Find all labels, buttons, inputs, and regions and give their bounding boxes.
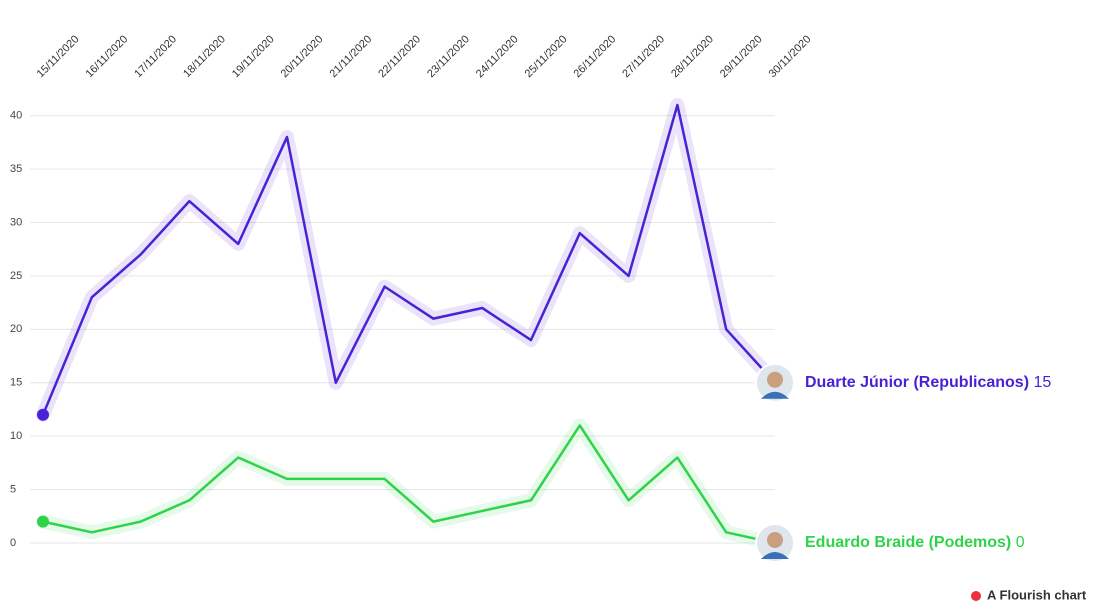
y-tick-label: 35 [10, 163, 22, 175]
y-tick-label: 10 [10, 430, 22, 442]
end-label: Eduardo Braide (Podemos) 0 [805, 534, 1025, 551]
x-tick-label: 30/11/2020 [767, 33, 814, 80]
flourish-logo [971, 591, 981, 601]
x-tick-label: 16/11/2020 [83, 33, 130, 80]
line [42, 424, 776, 545]
x-tick-label: 17/11/2020 [132, 33, 179, 80]
x-tick-label: 21/11/2020 [327, 33, 374, 80]
x-tick-label: 19/11/2020 [230, 33, 277, 80]
x-tick-label: 27/11/2020 [620, 33, 667, 80]
x-tick-label: 15/11/2020 [35, 33, 82, 80]
avatar-face [767, 371, 783, 388]
y-tick-label: 25 [10, 270, 22, 282]
end-value: 15 [1033, 374, 1051, 391]
x-tick-label: 25/11/2020 [523, 33, 570, 80]
series-name: Duarte Júnior (Republicanos) [805, 374, 1029, 391]
x-tick-label: 29/11/2020 [718, 33, 765, 80]
start-dot [37, 408, 49, 421]
y-tick-label: 15 [10, 377, 22, 389]
end-label: Duarte Júnior (Republicanos) 15 [805, 374, 1051, 391]
line-glow [36, 418, 782, 550]
series-name: Eduardo Braide (Podemos) [805, 534, 1011, 551]
x-tick-label: 20/11/2020 [279, 33, 326, 80]
y-tick-label: 20 [10, 323, 22, 335]
avatar [755, 523, 795, 563]
y-tick-label: 0 [10, 537, 16, 549]
avatar-shirt [761, 391, 789, 399]
line [41, 103, 776, 416]
avatar-face [767, 532, 783, 548]
x-tick-label: 26/11/2020 [571, 33, 618, 80]
x-tick-label: 22/11/2020 [376, 33, 423, 80]
y-tick-label: 40 [10, 110, 22, 122]
footer: A Flourish chart [987, 587, 1087, 602]
y-tick-label: 30 [10, 216, 22, 228]
avatar [755, 362, 795, 403]
x-tick-label: 18/11/2020 [181, 33, 228, 80]
end-value: 0 [1016, 534, 1025, 551]
x-tick-label: 24/11/2020 [474, 33, 521, 80]
x-tick-label: 23/11/2020 [425, 33, 472, 80]
x-tick-label: 28/11/2020 [669, 33, 716, 80]
avatar-shirt [761, 552, 789, 559]
y-tick-label: 5 [10, 483, 16, 495]
start-dot [37, 515, 49, 528]
